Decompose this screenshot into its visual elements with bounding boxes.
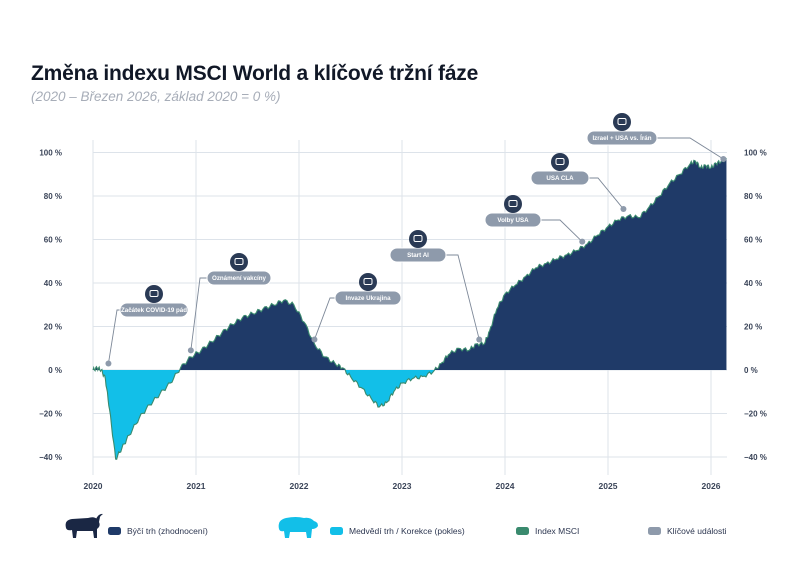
event-leader-line (190, 277, 207, 351)
event-leader-line (541, 219, 583, 242)
msci-index-line (92, 157, 727, 460)
y-tick-label-right: −40 % (744, 453, 767, 462)
event-dot (620, 206, 627, 213)
event-annotation: Izrael + USA vs. Írán (586, 113, 727, 163)
legend-swatch (108, 527, 121, 535)
event-dot (187, 347, 194, 354)
legend-label: Býčí trh (zhodnocení) (127, 526, 208, 536)
x-tick-label: 2025 (599, 481, 618, 491)
event-icon-glyph (363, 278, 373, 285)
event-dot (579, 238, 586, 245)
legend: Býčí trh (zhodnocení) Medvědí trh / Korek… (65, 513, 727, 538)
event-label: Invaze Ukrajina (345, 295, 391, 302)
x-tick-label: 2026 (702, 481, 721, 491)
legend-swatch (648, 527, 661, 535)
y-tick-label-left: 80 % (44, 192, 62, 201)
event-icon-glyph (413, 235, 423, 242)
event-icon-glyph (149, 290, 159, 297)
event-label: USA CLA (546, 175, 574, 182)
event-icon-glyph (617, 118, 627, 125)
ai-chip-icon (409, 230, 427, 248)
y-tick-label-left: −20 % (39, 410, 62, 419)
bear-market-area (93, 370, 727, 460)
event-leader-line (657, 137, 724, 160)
chart-subtitle: (2020 – Březen 2026, základ 2020 = 0 %) (31, 89, 281, 104)
x-tick-label: 2022 (290, 481, 309, 491)
y-tick-label-right: 100 % (744, 149, 767, 158)
event-dot (476, 336, 483, 343)
legend-swatch (516, 527, 529, 535)
y-tick-label-right: 60 % (744, 236, 762, 245)
events-layer: Začátek COVID-19 pád Oznámení vakcíny Inva… (105, 113, 727, 367)
event-annotation: Invaze Ukrajina (311, 273, 402, 343)
event-label: Začátek COVID-19 pád (121, 307, 187, 314)
event-annotation: Start AI (389, 230, 483, 343)
y-tick-label-left: −40 % (39, 453, 62, 462)
event-icon-glyph (555, 158, 565, 165)
axes: 100 % 100 % 80 % 80 % 60 % 60 % 40 % 40 % 20 % 20… (39, 149, 767, 492)
event-dot (105, 360, 112, 367)
legend-swatch (330, 527, 343, 535)
y-tick-label-right: 80 % (744, 192, 762, 201)
event-label: Izrael + USA vs. Írán (592, 134, 651, 142)
event-leader-line (314, 297, 335, 340)
legend-label: Medvědí trh / Korekce (pokles) (349, 526, 465, 536)
event-annotation: Začátek COVID-19 pád (105, 285, 189, 367)
legend-label: Index MSCI (535, 526, 579, 536)
y-tick-label-right: 40 % (744, 279, 762, 288)
legend-label: Klíčové události (667, 526, 727, 536)
event-icon-glyph (508, 200, 518, 207)
event-icon-glyph (234, 258, 244, 265)
event-leader-line (589, 177, 624, 210)
event-label: Oznámení vakcíny (212, 275, 267, 282)
event-annotation: Volby USA (484, 195, 586, 245)
document-icon (551, 153, 569, 171)
y-tick-label-left: 40 % (44, 279, 62, 288)
y-tick-label-right: 0 % (744, 366, 758, 375)
missile-icon (613, 113, 631, 131)
event-leader-line (446, 254, 480, 340)
chart-title: Změna indexu MSCI World a klíčové tržní … (31, 62, 479, 85)
area-layer (92, 157, 727, 460)
x-tick-label: 2023 (393, 481, 412, 491)
x-tick-label: 2024 (496, 481, 515, 491)
y-tick-label-left: 20 % (44, 323, 62, 332)
ballot-icon (504, 195, 522, 213)
y-tick-label-right: −20 % (744, 410, 767, 419)
event-annotation: USA CLA (530, 153, 627, 213)
x-tick-label: 2020 (84, 481, 103, 491)
event-label: Volby USA (497, 217, 529, 224)
syringe-icon (230, 253, 248, 271)
bear-icon (278, 517, 318, 538)
x-tick-label: 2021 (187, 481, 206, 491)
y-tick-label-left: 100 % (39, 149, 62, 158)
event-label: Start AI (407, 252, 429, 259)
event-dot (720, 156, 727, 163)
tank-icon (359, 273, 377, 291)
event-dot (311, 336, 318, 343)
event-leader-line (108, 309, 120, 364)
y-tick-label-left: 0 % (48, 366, 62, 375)
y-tick-label-right: 20 % (744, 323, 762, 332)
mask-icon (145, 285, 163, 303)
bull-icon (65, 513, 103, 538)
y-tick-label-left: 60 % (44, 236, 62, 245)
bull-market-area (93, 158, 727, 370)
event-annotation: Oznámení vakcíny (187, 253, 272, 354)
